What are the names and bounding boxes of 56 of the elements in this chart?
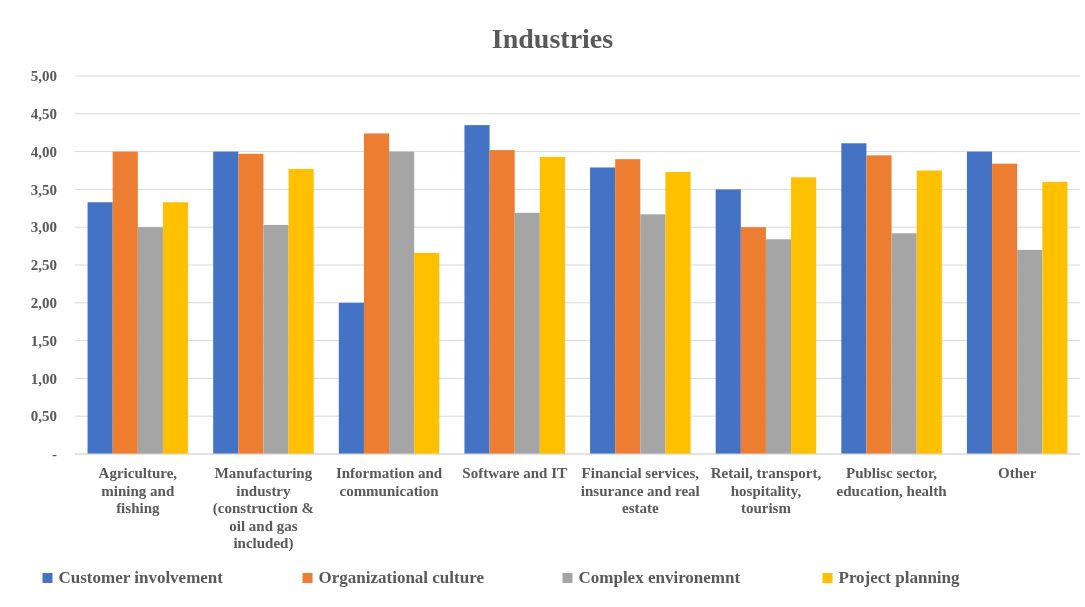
legend-label: Organizational culture bbox=[318, 568, 485, 587]
x-tick-label: Retail, transport, hospitality, tourism bbox=[710, 465, 822, 516]
bar bbox=[464, 125, 490, 454]
bar bbox=[916, 170, 942, 454]
y-tick-label: 2,00 bbox=[30, 295, 57, 312]
y-tick-label: 1,50 bbox=[30, 332, 57, 349]
x-tick-label: Publisc sector, education, health bbox=[836, 465, 948, 499]
y-tick-label: 4,50 bbox=[30, 106, 57, 123]
bar bbox=[213, 151, 239, 454]
bar bbox=[238, 153, 264, 454]
legend-label: Customer involvement bbox=[58, 568, 224, 587]
bar bbox=[338, 302, 364, 454]
y-tick-label: 3,50 bbox=[30, 181, 57, 198]
bar bbox=[715, 189, 741, 454]
bar bbox=[640, 214, 666, 454]
y-tick-label: 5,00 bbox=[30, 68, 57, 85]
x-tick-label: Other bbox=[998, 465, 1037, 481]
bar bbox=[389, 151, 415, 454]
bar bbox=[414, 252, 440, 454]
y-tick-label: 4,00 bbox=[30, 143, 57, 160]
bar bbox=[966, 151, 993, 454]
bar bbox=[288, 168, 314, 454]
bar bbox=[489, 150, 515, 454]
bar bbox=[791, 177, 817, 454]
bar bbox=[665, 172, 691, 454]
bar bbox=[765, 239, 792, 454]
bar bbox=[514, 212, 540, 454]
bar bbox=[841, 143, 867, 454]
bar bbox=[992, 163, 1018, 454]
bar bbox=[162, 202, 189, 454]
y-tick-label: - bbox=[52, 446, 57, 463]
x-tick-label: Financial services, insurance and real estate bbox=[580, 465, 700, 516]
y-tick-label: 2,50 bbox=[30, 257, 57, 274]
bar bbox=[1017, 249, 1043, 454]
bar bbox=[1042, 181, 1068, 454]
x-tick-label: Information and communication bbox=[335, 465, 443, 499]
bar bbox=[891, 233, 917, 454]
chart-title: Industries bbox=[491, 23, 614, 54]
x-tick-label: Manufacturing industry (construction & oil and gas included) bbox=[212, 465, 315, 552]
y-tick-label: 3,00 bbox=[30, 219, 57, 236]
bar bbox=[590, 167, 616, 454]
legend-label: Complex environemnt bbox=[578, 568, 741, 587]
bar bbox=[615, 159, 641, 454]
bar bbox=[740, 227, 766, 454]
y-tick-label: 1,00 bbox=[30, 370, 57, 387]
x-tick-label: Software and IT bbox=[462, 465, 568, 481]
bar bbox=[263, 224, 289, 454]
bar bbox=[363, 133, 390, 454]
bar bbox=[866, 155, 892, 454]
bar bbox=[87, 202, 113, 454]
bar bbox=[112, 151, 138, 454]
bar bbox=[539, 156, 565, 454]
x-tick-label: Agriculture, mining and fishing bbox=[98, 465, 178, 516]
y-tick-label: 0,50 bbox=[30, 408, 57, 425]
bar bbox=[137, 227, 163, 454]
legend-label: Project planning bbox=[838, 568, 961, 587]
